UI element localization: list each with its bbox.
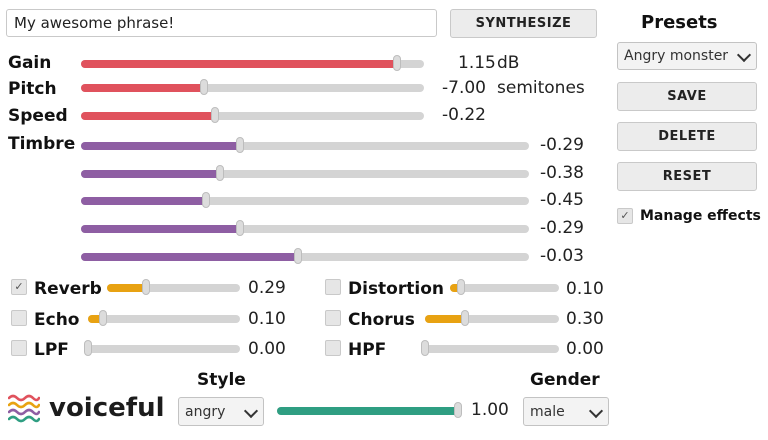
chorus-value: 0.30: [566, 309, 604, 329]
timbre-slider-2-fill: [81, 170, 220, 178]
style-select[interactable]: angry: [178, 397, 264, 426]
echo-slider[interactable]: [88, 310, 240, 326]
speed-label: Speed: [8, 106, 68, 126]
pitch-slider[interactable]: [81, 79, 424, 95]
gain-label: Gain: [8, 53, 52, 73]
hpf-slider-thumb[interactable]: [421, 340, 429, 356]
timbre-slider-5[interactable]: [81, 248, 529, 264]
manage-effects-label: Manage effects: [640, 208, 761, 224]
distortion-checkbox[interactable]: [325, 279, 341, 295]
pitch-value: -7.00: [442, 78, 486, 98]
distortion-label: Distortion: [348, 279, 444, 299]
lpf-label: LPF: [34, 340, 69, 360]
speed-slider[interactable]: [81, 107, 424, 123]
timbre-slider-2[interactable]: [81, 165, 529, 181]
chorus-checkbox[interactable]: [325, 310, 341, 326]
pitch-unit: semitones: [497, 78, 585, 98]
presets-select-value: Angry monster: [624, 48, 729, 64]
gain-slider[interactable]: [81, 55, 424, 71]
gain-value: 1.15: [458, 53, 496, 73]
reverb-label: Reverb: [34, 279, 102, 299]
gender-label: Gender: [530, 370, 600, 390]
distortion-slider[interactable]: [450, 279, 559, 295]
phrase-input[interactable]: My awesome phrase!: [6, 9, 437, 37]
echo-label: Echo: [34, 310, 80, 330]
reverb-slider-fill: [107, 284, 146, 292]
hpf-value: 0.00: [566, 339, 604, 359]
save-button[interactable]: SAVE: [617, 82, 757, 111]
phrase-input-text: My awesome phrase!: [14, 14, 175, 32]
timbre-value-3: -0.45: [540, 190, 584, 210]
timbre-slider-2-thumb[interactable]: [215, 165, 224, 181]
timbre-slider-1-thumb[interactable]: [236, 137, 245, 153]
lpf-checkbox[interactable]: [11, 340, 27, 356]
waves-logo-icon: [7, 394, 41, 423]
timbre-slider-4[interactable]: [81, 220, 529, 236]
chevron-down-icon: [736, 47, 752, 63]
speed-slider-thumb[interactable]: [210, 107, 219, 123]
timbre-slider-3-fill: [81, 197, 207, 205]
delete-button[interactable]: DELETE: [617, 122, 757, 151]
pitch-slider-fill: [81, 84, 205, 92]
timbre-slider-5-thumb[interactable]: [294, 248, 303, 264]
timbre-slider-4-fill: [81, 225, 241, 233]
timbre-slider-3[interactable]: [81, 192, 529, 208]
voiceful-logo: [7, 394, 41, 424]
gain-unit: dB: [497, 53, 520, 73]
reverb-slider[interactable]: [107, 279, 240, 295]
lpf-value: 0.00: [248, 339, 286, 359]
style-intensity-slider-fill: [277, 407, 459, 415]
hpf-checkbox[interactable]: [325, 340, 341, 356]
chorus-slider[interactable]: [425, 310, 559, 326]
distortion-value: 0.10: [566, 279, 604, 299]
chorus-label: Chorus: [348, 310, 415, 330]
presets-title: Presets: [641, 12, 718, 33]
reverb-checkbox[interactable]: ✓: [11, 279, 27, 295]
gain-slider-thumb[interactable]: [392, 55, 401, 71]
lpf-slider[interactable]: [84, 340, 240, 356]
speed-slider-fill: [81, 112, 215, 120]
timbre-slider-3-thumb[interactable]: [202, 192, 211, 208]
reverb-slider-thumb[interactable]: [141, 279, 150, 295]
style-intensity-slider-thumb[interactable]: [454, 402, 463, 418]
timbre-slider-1-fill: [81, 142, 241, 150]
gender-select-value: male: [530, 403, 565, 420]
pitch-slider-thumb[interactable]: [200, 79, 209, 95]
gender-select[interactable]: male: [523, 397, 609, 426]
manage-effects-checkbox[interactable]: ✓: [617, 208, 633, 224]
style-intensity-value: 1.00: [471, 400, 509, 420]
chorus-slider-thumb[interactable]: [461, 310, 470, 326]
echo-checkbox[interactable]: [11, 310, 27, 326]
chevron-down-icon: [588, 403, 604, 418]
hpf-label: HPF: [348, 340, 387, 360]
pitch-label: Pitch: [8, 79, 57, 99]
timbre-value-2: -0.38: [540, 163, 584, 183]
chevron-down-icon: [243, 403, 259, 418]
hpf-slider[interactable]: [421, 340, 559, 356]
echo-value: 0.10: [248, 309, 286, 329]
style-intensity-slider[interactable]: [277, 402, 463, 418]
speed-value: -0.22: [442, 105, 486, 125]
timbre-slider-1[interactable]: [81, 137, 529, 153]
distortion-slider-fill: [450, 284, 461, 292]
gain-slider-fill: [81, 60, 397, 68]
presets-select[interactable]: Angry monster: [617, 42, 757, 70]
echo-slider-fill: [88, 315, 104, 323]
logo-text: voiceful: [49, 393, 165, 423]
reset-button[interactable]: RESET: [617, 162, 757, 191]
timbre-value-5: -0.03: [540, 246, 584, 266]
synthesize-button[interactable]: SYNTHESIZE: [450, 9, 597, 38]
reverb-value: 0.29: [248, 278, 286, 298]
style-label: Style: [197, 370, 246, 390]
chorus-slider-fill: [425, 315, 466, 323]
distortion-slider-thumb[interactable]: [456, 279, 465, 295]
echo-slider-thumb[interactable]: [99, 310, 108, 326]
timbre-slider-5-fill: [81, 253, 299, 261]
timbre-slider-4-thumb[interactable]: [236, 220, 245, 236]
lpf-slider-thumb[interactable]: [84, 340, 92, 356]
style-select-value: angry: [185, 403, 226, 420]
timbre-label: Timbre: [8, 134, 76, 154]
timbre-value-4: -0.29: [540, 218, 584, 238]
timbre-value-1: -0.29: [540, 135, 584, 155]
